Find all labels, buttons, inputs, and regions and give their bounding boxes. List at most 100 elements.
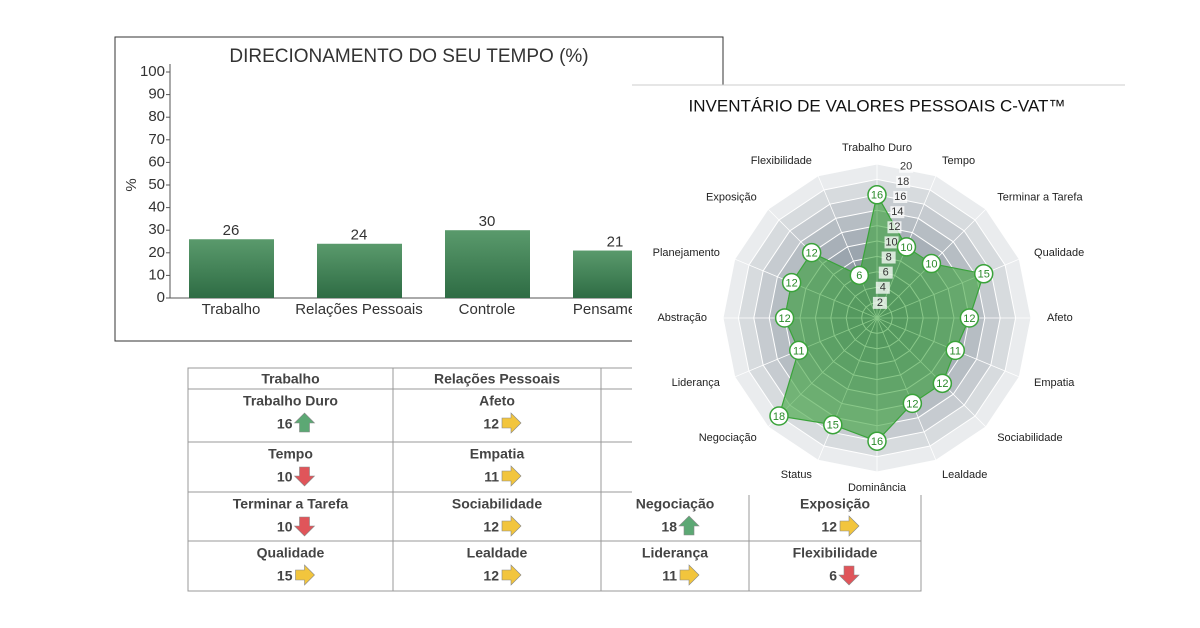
point [801,242,822,263]
y-tick-label: 20 [148,244,165,261]
trend-arrow [679,564,700,586]
column-header: Trabalho [261,371,319,387]
point [823,414,843,435]
point [867,431,887,451]
x-tick-label: Trabalho [202,301,261,318]
axis-label: Flexibilidade [751,155,812,167]
cell-name: Empatia [470,446,525,462]
x-tick-label: Relações Pessoais [295,301,423,318]
point [781,272,802,293]
tick-box [881,251,896,264]
cell-value: 10 [277,519,293,535]
point [921,253,942,274]
cell-name: Trabalho Duro [243,393,338,409]
axis-label: Terminar a Tarefa [997,192,1083,204]
axis-label: Abstração [657,312,707,324]
y-tick-label: 0 [157,289,165,306]
y-tick-label: 90 [148,86,165,103]
cell-name: Terminar a Tarefa [233,496,349,512]
data-label: 30 [479,213,496,230]
point [932,373,953,394]
point [769,406,789,426]
r-tick-label: 8 [886,251,892,263]
trend-arrow [293,516,316,537]
y-tick-label: 40 [148,199,165,216]
axis-label: Empatia [1034,377,1075,389]
point [774,308,795,328]
data-label: 21 [607,234,624,251]
data-label: 12 [778,313,790,325]
r-tick-label: 18 [897,176,909,188]
bar [445,230,530,298]
data-label: 18 [773,411,785,423]
data-label: 12 [806,248,818,260]
cell-value: 12 [483,519,499,535]
cell-name: Lealdade [467,545,528,561]
axis-label: Sociabilidade [997,432,1062,444]
tick-box [872,296,887,309]
axis-label: Qualidade [1034,247,1084,259]
trend-arrow [501,564,522,586]
cell-name: Liderança [642,545,708,561]
axis-label: Afeto [1047,312,1073,324]
trend-arrow [678,515,700,536]
y-tick-label: 30 [148,221,165,238]
r-tick-label: 16 [894,191,906,203]
point [945,340,966,361]
cell-value: 11 [484,469,499,485]
tick-box [878,266,893,279]
axis-label: Status [781,469,813,481]
point [973,264,994,284]
data-label: 24 [351,227,368,244]
cell-name: Negociação [636,496,715,512]
cell-name: Flexibilidade [793,545,878,561]
axis-label: Dominância [848,482,907,494]
trend-arrow [838,565,860,586]
radar-chart: INVENTÁRIO DE VALORES PESSOAIS C-VAT™ Tr… [632,84,1125,495]
cell-name: Qualidade [257,545,325,561]
axis-label: Lealdade [942,469,987,481]
bar [189,239,274,298]
axis-label: Planejamento [653,247,720,259]
tick-box [884,236,899,249]
tick-box [896,175,911,188]
axis-label: Negociação [699,432,757,444]
chart-title: INVENTÁRIO DE VALORES PESSOAIS C-VAT™ [689,96,1066,115]
cell-name: Afeto [479,393,515,409]
y-tick-label: 60 [148,153,165,170]
y-axis-label: % [123,178,140,191]
column-header: Relações Pessoais [434,371,560,387]
point [867,185,887,205]
y-tick-label: 80 [148,108,165,125]
tick-box [887,221,902,234]
cell-value: 11 [662,568,677,584]
cell-name: Sociabilidade [452,496,542,512]
r-tick-label: 10 [885,236,897,248]
data-label: 6 [856,270,862,282]
data-label: 11 [793,345,804,357]
trend-arrow [293,412,316,433]
data-label: 11 [950,345,961,357]
x-tick-label: Controle [459,301,516,318]
chart-title: DIRECIONAMENTO DO SEU TEMPO (%) [229,46,588,67]
data-label: 26 [223,222,240,239]
axis-label: Liderança [672,377,721,389]
r-tick-label: 2 [877,297,883,309]
y-tick-label: 70 [148,131,165,148]
cell-value: 18 [661,519,677,535]
data-label: 15 [827,420,839,432]
cell-value: 12 [821,519,837,535]
axis-label: Tempo [942,155,975,167]
cell-name: Tempo [268,446,313,462]
r-tick-label: 14 [891,206,903,218]
data-label: 12 [936,378,948,390]
cell-value: 6 [829,568,837,584]
point [959,308,980,328]
r-tick-label: 20 [900,161,912,173]
data-label: 16 [871,436,883,448]
point [902,393,923,414]
data-label: 12 [963,313,975,325]
axis-label: Trabalho Duro [842,142,912,154]
tick-box [899,160,914,173]
